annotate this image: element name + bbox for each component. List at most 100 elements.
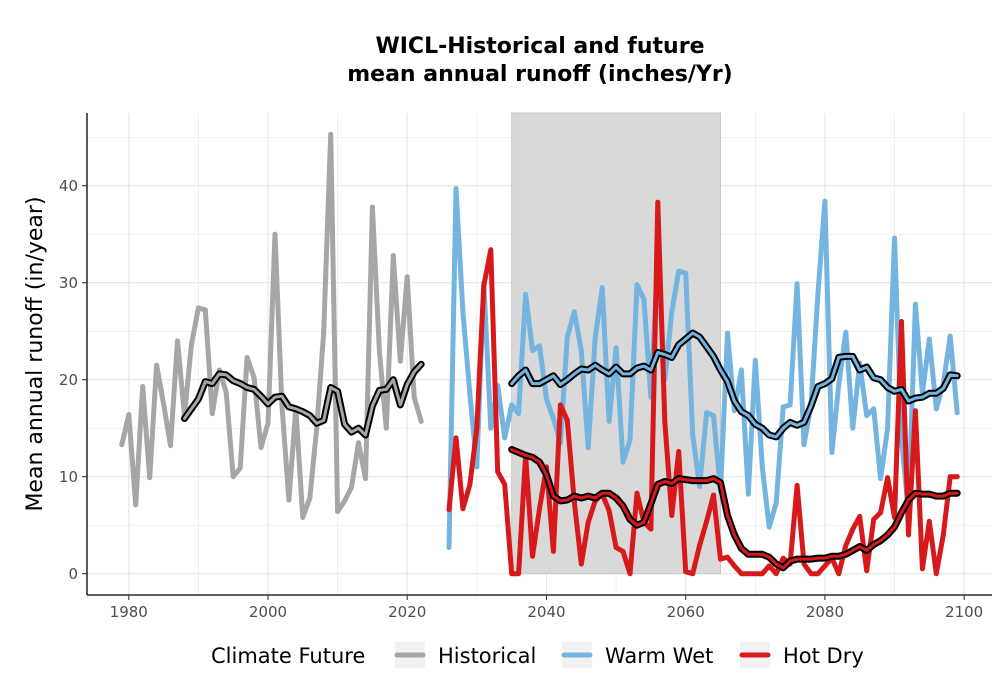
hot-dry-point xyxy=(794,483,800,488)
warm-wet-point xyxy=(620,459,626,465)
warm-wet-point xyxy=(711,413,716,418)
warm-wet-point xyxy=(752,357,758,363)
hot-dry-point xyxy=(850,526,856,532)
y-tick-label: 30 xyxy=(59,274,78,292)
warm-wet-point xyxy=(822,198,828,204)
historical-point xyxy=(147,475,153,481)
warm-wet-point xyxy=(599,285,605,290)
historical-point xyxy=(140,384,146,389)
warm-wet-point xyxy=(732,408,737,414)
hot-dry-point xyxy=(913,408,918,414)
warm-wet-point xyxy=(502,435,508,441)
warm-wet-point xyxy=(683,270,689,276)
warm-wet-point xyxy=(564,334,570,340)
historical-point xyxy=(411,394,417,400)
historical-point xyxy=(335,509,341,514)
hot-dry-point xyxy=(878,510,884,515)
hot-dry-point xyxy=(919,566,925,572)
warm-wet-point xyxy=(836,382,842,387)
hot-dry-point xyxy=(613,545,619,550)
warm-wet-point xyxy=(787,402,793,408)
historical-point xyxy=(133,502,139,508)
y-tick-label: 40 xyxy=(59,177,78,195)
warm-wet-point xyxy=(864,413,870,418)
warm-wet-point xyxy=(551,416,556,421)
historical-point xyxy=(349,484,354,490)
hot-dry-point xyxy=(711,492,716,498)
warm-wet-point xyxy=(933,406,939,412)
warm-wet-point xyxy=(530,348,535,354)
x-axis: 1980 2000 2020 2040 2060 2080 2100 xyxy=(110,595,983,621)
warm-wet-point xyxy=(676,268,682,274)
x-tick-label: 2080 xyxy=(806,603,844,621)
legend-label-warm-wet: Warm Wet xyxy=(605,644,713,668)
warm-wet-point xyxy=(578,348,584,354)
hot-dry-rolling-mean-line xyxy=(510,448,959,570)
historical-point xyxy=(244,354,250,360)
warm-wet-point xyxy=(926,336,932,342)
hot-dry-point xyxy=(752,571,758,577)
historical-point xyxy=(321,329,327,335)
x-tick-label: 2100 xyxy=(945,603,983,621)
warm-wet-point xyxy=(537,343,542,349)
historical-line xyxy=(119,131,424,520)
hot-dry-point xyxy=(947,474,953,480)
hot-dry-point xyxy=(773,571,779,577)
warm-wet-point xyxy=(571,309,577,315)
warm-wet-point xyxy=(780,404,786,410)
historical-point xyxy=(376,349,382,354)
hot-dry-point xyxy=(655,199,661,205)
warm-wet-point xyxy=(843,329,849,335)
historical-point xyxy=(119,442,125,448)
hot-dry-point xyxy=(690,571,696,577)
hot-dry-point xyxy=(495,469,501,475)
hot-dry-point xyxy=(899,319,904,324)
historical-point xyxy=(383,425,389,431)
historical-point xyxy=(356,440,361,446)
warm-wet-point xyxy=(474,464,480,470)
warm-wet-point xyxy=(460,309,466,315)
x-tick-label: 1980 xyxy=(110,603,148,621)
x-tick-label: 2060 xyxy=(667,603,705,621)
legend-label-historical: Historical xyxy=(438,644,536,668)
hot-dry-point xyxy=(446,507,452,513)
hot-dry-point xyxy=(557,402,563,408)
warm-wet-point xyxy=(669,309,675,315)
legend-title: Climate Future xyxy=(211,644,365,668)
hot-dry-point xyxy=(627,571,633,577)
historical-point xyxy=(237,465,243,471)
historical-point xyxy=(265,420,271,426)
hot-dry-point xyxy=(697,543,703,548)
warm-wet-point xyxy=(509,402,515,408)
hot-dry-point xyxy=(933,571,939,577)
historical-point xyxy=(209,411,215,417)
historical-point xyxy=(404,274,410,280)
warm-wet-point xyxy=(745,491,751,497)
historical-point xyxy=(272,231,278,237)
hot-dry-point xyxy=(516,571,522,577)
warm-wet-point xyxy=(885,425,890,431)
hot-dry-point xyxy=(669,513,675,518)
warm-wet-point xyxy=(634,282,640,288)
hot-dry-point xyxy=(822,563,828,569)
y-axis-title: Mean annual runoff (in/year) xyxy=(23,196,48,511)
historical-point xyxy=(126,412,132,418)
historical-point xyxy=(161,401,166,407)
hot-dry-point xyxy=(732,563,737,569)
warm-wet-point xyxy=(892,235,897,241)
hot-dry-point xyxy=(864,568,870,574)
legend-label-hot-dry: Hot Dry xyxy=(783,644,864,668)
historical-point xyxy=(397,358,403,364)
warm-wet-point xyxy=(453,186,459,192)
warm-wet-point xyxy=(592,335,598,341)
hot-dry-point xyxy=(564,418,570,423)
warm-wet-point xyxy=(913,301,918,307)
warm-wet-point xyxy=(829,450,835,455)
y-tick-label: 20 xyxy=(59,371,78,389)
warm-wet-point xyxy=(899,435,904,441)
hot-dry-point xyxy=(801,561,807,567)
hot-dry-point xyxy=(460,506,466,512)
x-tick-label: 2020 xyxy=(388,603,426,621)
warm-wet-point xyxy=(815,290,821,295)
hot-dry-point xyxy=(766,563,772,569)
